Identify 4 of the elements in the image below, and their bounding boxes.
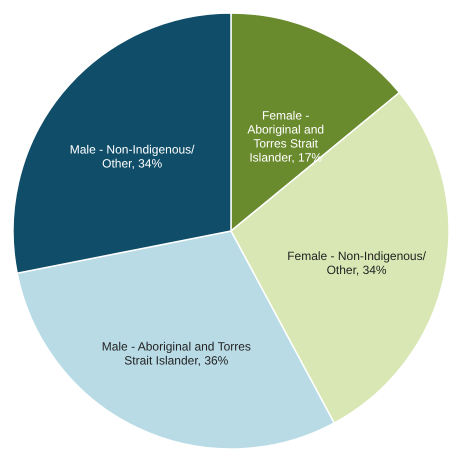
slice-label: Female - Non-Indigenous/ Other, 34%: [287, 248, 427, 277]
slice-label: Male - Non-Indigenous/ Other, 34%: [70, 142, 196, 171]
slice-label: Female - Aboriginal and Torres Strait Islander, 17%: [247, 108, 324, 164]
slice-label: Male - Aboriginal and Torres Strait Islander, 36%: [102, 340, 251, 368]
